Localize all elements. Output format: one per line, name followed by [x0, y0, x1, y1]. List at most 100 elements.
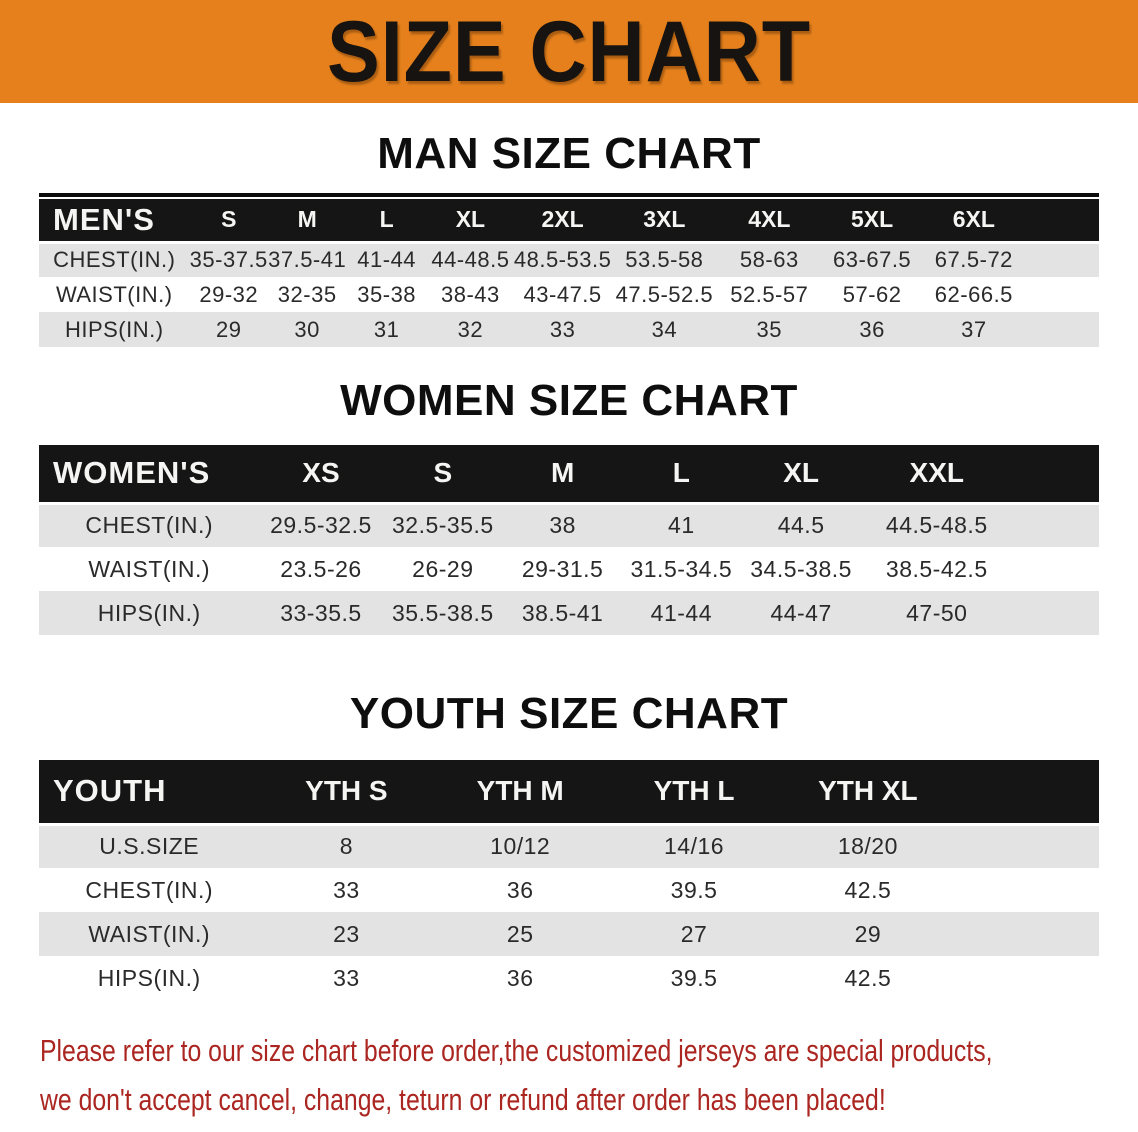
size-column-header: 5XL — [851, 206, 894, 233]
measure-row-label: HIPS(IN.) — [97, 599, 201, 626]
table-top-rule — [39, 193, 1099, 197]
banner: SIZE CHART — [0, 0, 1138, 103]
measure-row: CHEST(IN.) 29.5-32.5 32.5-35.5 38 41 44.5 44.5… — [39, 503, 1099, 547]
measure-value: 36 — [859, 316, 885, 342]
measure-value: 36 — [506, 876, 534, 903]
measure-row-label: WAIST(IN.) — [55, 281, 173, 307]
row-filler-cell — [1025, 312, 1099, 347]
measure-value: 62-66.5 — [934, 281, 1013, 307]
measure-value: 44.5 — [777, 512, 825, 539]
measure-row-label: WAIST(IN.) — [88, 555, 211, 582]
measure-value: 31 — [373, 316, 400, 342]
content: MAN SIZE CHART MEN'S S M L XL 2XL 3XL 4XL 5XL 6XL… — [39, 130, 1099, 1124]
measure-row-label: WAIST(IN.) — [88, 920, 211, 947]
measure-value: 47.5-52.5 — [615, 281, 714, 307]
measure-row: CHEST(IN.) 35-37.5 37.5-41 41-44 44-48.5 48.5… — [39, 242, 1099, 277]
header-filler-cell — [1012, 445, 1099, 503]
measure-row-label: CHEST(IN.) — [85, 876, 214, 903]
measure-value: 29-31.5 — [521, 555, 604, 582]
women-size-table-container: WOMEN'S XS S M L XL XXL CHEST(IN.) 29.5-32.5 32.5… — [39, 445, 1099, 635]
measure-value: 33 — [333, 876, 360, 903]
measure-value: 35-37.5 — [189, 247, 268, 273]
measure-row: WAIST(IN.) 23 25 27 29 — [39, 912, 1099, 956]
table-header-row: MEN'S S M L XL 2XL 3XL 4XL 5XL 6XL — [39, 199, 1099, 242]
table-header-label: WOMEN'S — [53, 455, 211, 491]
order-notice: Please refer to our size chart before or… — [40, 1026, 1099, 1124]
measure-value: 32 — [457, 316, 484, 342]
size-column-header: YTH XL — [818, 775, 918, 807]
size-column-header: YTH M — [476, 775, 564, 807]
measure-value: 41-44 — [357, 247, 417, 273]
measure-value: 18/20 — [837, 833, 898, 860]
row-filler-cell — [1012, 503, 1099, 547]
measure-row-label: HIPS(IN.) — [97, 964, 201, 991]
size-column-header: M — [550, 457, 575, 489]
measure-value: 35 — [756, 316, 783, 342]
men-size-table-container: MEN'S S M L XL 2XL 3XL 4XL 5XL 6XL CHEST(IN.) 35-37… — [39, 199, 1099, 347]
measure-value: 23.5-26 — [280, 555, 362, 582]
table-header-row: YOUTH YTH S YTH M YTH L YTH XL — [39, 760, 1099, 824]
size-column-header: 3XL — [643, 206, 686, 233]
measure-row: CHEST(IN.) 33 36 39.5 42.5 — [39, 868, 1099, 912]
header-filler-cell — [955, 760, 1099, 824]
measure-value: 35-38 — [357, 281, 417, 307]
measure-value: 58-63 — [739, 247, 799, 273]
measure-value: 63-67.5 — [833, 247, 912, 273]
measure-value: 38.5-41 — [521, 599, 604, 626]
size-column-header: YTH S — [305, 775, 388, 807]
size-column-header: XS — [302, 457, 340, 489]
row-filler-cell — [955, 912, 1099, 956]
youth-size-table-container: YOUTH YTH S YTH M YTH L YTH XL U.S.SIZE 8 10/12… — [39, 760, 1099, 1000]
size-column-header: S — [221, 206, 237, 233]
size-column-header: 4XL — [748, 206, 791, 233]
measure-value: 34 — [651, 316, 678, 342]
measure-row: WAIST(IN.) 23.5-26 26-29 29-31.5 31.5-34.5 34… — [39, 547, 1099, 591]
measure-value: 33 — [549, 316, 576, 342]
measure-row: HIPS(IN.) 33 36 39.5 42.5 — [39, 956, 1099, 1000]
measure-value: 41-44 — [650, 599, 712, 626]
size-column-header: L — [379, 206, 394, 233]
row-filler-cell — [1025, 277, 1099, 312]
measure-value: 44.5-48.5 — [885, 512, 988, 539]
measure-row-label: CHEST(IN.) — [53, 247, 176, 273]
measure-value: 38 — [549, 512, 576, 539]
row-filler-cell — [1025, 242, 1099, 277]
measure-value: 29.5-32.5 — [270, 512, 372, 539]
measure-value: 27 — [680, 920, 708, 947]
measure-value: 39.5 — [670, 964, 718, 991]
measure-value: 35.5-38.5 — [391, 599, 494, 626]
measure-value: 25 — [506, 920, 534, 947]
measure-value: 26-29 — [412, 555, 474, 582]
measure-value: 52.5-57 — [730, 281, 809, 307]
row-filler-cell — [1012, 591, 1099, 635]
banner-title: SIZE CHART — [327, 3, 811, 100]
measure-value: 44-48.5 — [431, 247, 510, 273]
measure-value: 48.5-53.5 — [513, 247, 612, 273]
size-column-header: XXL — [909, 457, 964, 489]
notice-line-2: we don't accept cancel, change, teturn o… — [40, 1082, 886, 1117]
section-women: WOMEN SIZE CHART WOMEN'S XS S M L XL XXL CHEST(… — [39, 377, 1099, 635]
notice-line-1: Please refer to our size chart before or… — [40, 1033, 993, 1068]
table-header-label: YOUTH — [53, 773, 167, 809]
measure-value: 44-47 — [770, 599, 832, 626]
section-men: MAN SIZE CHART MEN'S S M L XL 2XL 3XL 4XL 5XL 6XL… — [39, 130, 1099, 347]
measure-value: 38-43 — [441, 281, 500, 307]
measure-value: 23 — [333, 920, 360, 947]
section-youth: YOUTH SIZE CHART YOUTH YTH S YTH M YTH L YTH… — [39, 690, 1099, 1000]
measure-value: 47-50 — [906, 599, 968, 626]
measure-row: U.S.SIZE 8 10/12 14/16 18/20 — [39, 824, 1099, 868]
measure-row: WAIST(IN.) 29-32 32-35 35-38 38-43 43-47.5 47.… — [39, 277, 1099, 312]
measure-value: 29-32 — [199, 281, 259, 307]
youth-size-table: YOUTH YTH S YTH M YTH L YTH XL U.S.SIZE 8 10/12… — [39, 760, 1099, 1000]
size-column-header: M — [297, 206, 317, 233]
measure-value: 8 — [339, 833, 354, 860]
measure-value: 42.5 — [844, 964, 892, 991]
table-header-row: WOMEN'S XS S M L XL XXL — [39, 445, 1099, 503]
measure-value: 33 — [333, 964, 360, 991]
measure-value: 31.5-34.5 — [630, 555, 733, 582]
table-header-label: MEN'S — [53, 201, 155, 237]
measure-value: 53.5-58 — [625, 247, 704, 273]
row-filler-cell — [955, 868, 1099, 912]
measure-row-label: CHEST(IN.) — [85, 512, 214, 539]
